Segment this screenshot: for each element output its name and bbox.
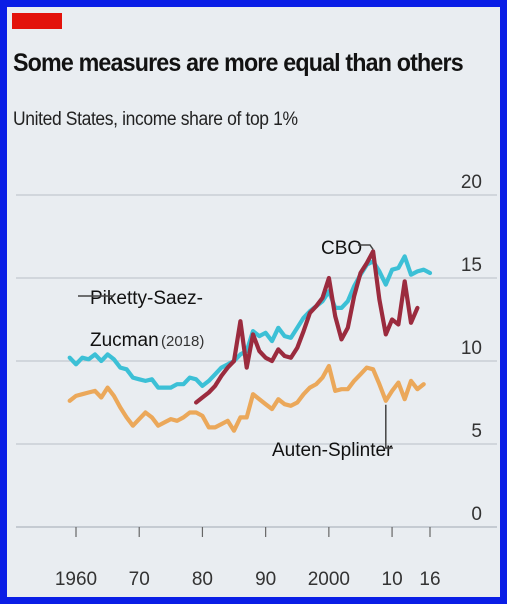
x-tick-label: 80 <box>192 569 213 590</box>
x-tick-label: 16 <box>419 569 440 590</box>
gridlines <box>16 194 497 528</box>
y-tick-label: 10 <box>461 338 482 359</box>
economist-red-tag <box>12 13 62 29</box>
y-tick-label: 15 <box>461 255 482 276</box>
y-tick-label: 20 <box>461 172 482 193</box>
label-psz-year: (2018) <box>161 333 204 350</box>
series-lines <box>67 249 433 433</box>
chart-title: Some measures are more equal than others <box>13 49 464 77</box>
chart-subtitle: United States, income share of top 1% <box>13 109 298 130</box>
chart-frame: Some measures are more equal than others… <box>7 7 500 597</box>
y-tick-label: 5 <box>471 421 482 442</box>
label-cbo: CBO <box>321 238 362 259</box>
x-tick-label: 10 <box>382 569 403 590</box>
label-auten-splinter: Auten-Splinter <box>272 440 393 461</box>
series-line-cbo <box>194 249 420 405</box>
series-line-auten-splinter <box>67 363 426 433</box>
label-psz-line1: Piketty-Saez- <box>90 288 203 309</box>
x-tick-label: 70 <box>129 569 150 590</box>
y-tick-label: 0 <box>471 504 482 525</box>
x-tick-label: 2000 <box>308 569 350 590</box>
leader-cbo <box>358 244 374 250</box>
axis-ticks: 0 5 10 15 20 1960 70 80 90 2000 10 16 <box>55 172 482 590</box>
leader-auten <box>385 404 393 449</box>
x-tick-label: 1960 <box>55 569 97 590</box>
label-psz-line2: Zucman <box>90 330 159 351</box>
x-tick-label: 90 <box>255 569 276 590</box>
